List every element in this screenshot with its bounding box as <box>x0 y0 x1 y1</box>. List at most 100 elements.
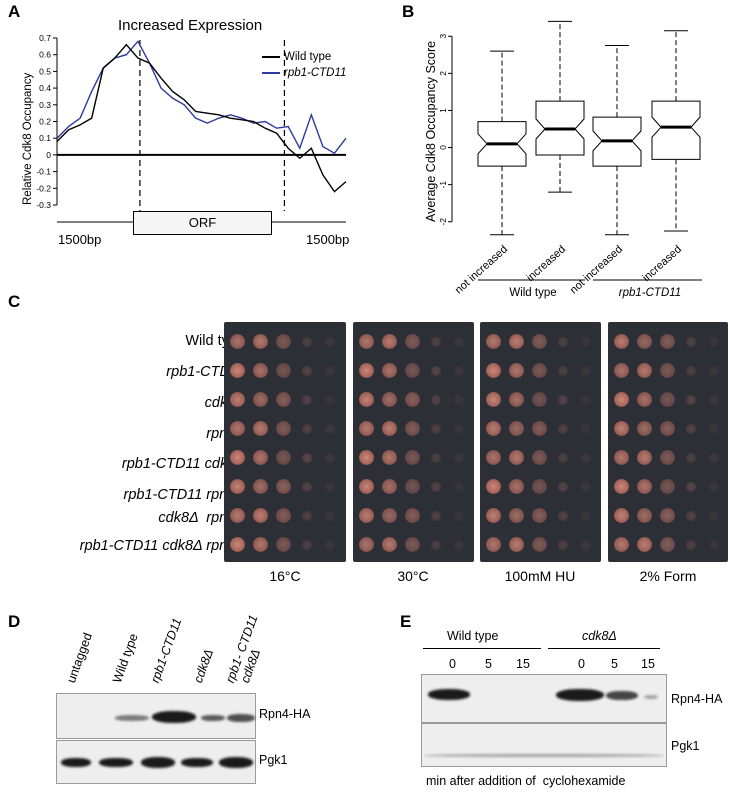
y-tick-label: 0.4 <box>39 83 51 93</box>
plate-30c <box>353 322 474 562</box>
colony-spot <box>532 508 547 523</box>
colony-spot <box>637 334 652 349</box>
panel-e-letter: E <box>400 612 412 631</box>
panel-a-letter: A <box>8 2 21 21</box>
band <box>556 689 604 701</box>
colony-spot <box>509 421 524 436</box>
colony-spot <box>430 481 441 492</box>
colony-spot <box>660 537 675 552</box>
colony-spot <box>637 508 652 523</box>
colony-spot <box>230 479 245 494</box>
y-tick-label: 0.1 <box>39 133 51 143</box>
colony-spot <box>532 363 547 378</box>
timepoint: 0 <box>578 657 585 671</box>
colony-spot <box>509 392 524 407</box>
colony-spot <box>430 394 441 405</box>
colony-spot <box>708 452 719 463</box>
colony-spot <box>708 423 719 434</box>
strain-rpb1-ctd11-cdk8: rpb1-CTD11 cdk8Δ <box>121 456 245 472</box>
colony-spot <box>557 336 568 347</box>
colony-spot <box>685 336 696 347</box>
colony-spot <box>230 363 245 378</box>
colony-spot <box>324 423 335 434</box>
colony-spot <box>253 508 268 523</box>
colony-spot <box>301 510 312 521</box>
band <box>606 691 638 700</box>
band <box>152 711 196 723</box>
plate-100mm-hu <box>480 322 601 562</box>
y-tick-label: -0.2 <box>36 183 51 193</box>
lane-untagged: untagged <box>64 631 95 685</box>
colony-spot <box>685 365 696 376</box>
right-flank-label: 1500bp <box>306 232 350 247</box>
panel-a-line-chart: 0.7 0.6 0.5 0.4 0.3 0.2 0.1 0 -0.1 -0.2 -0.3 <box>36 33 347 223</box>
colony-spot <box>453 510 464 521</box>
colony-spot <box>557 365 568 376</box>
lane-rpb1-ctd11: rpb1-CTD11 <box>148 616 185 685</box>
colony-spot <box>580 336 591 347</box>
condition-2pct-form: 2% Form <box>639 568 697 584</box>
box <box>651 100 701 160</box>
colony-spot <box>708 539 719 550</box>
y-tick-label: 0.2 <box>39 117 51 127</box>
colony-spot <box>532 450 547 465</box>
colony-spot <box>660 508 675 523</box>
colony-spot <box>405 334 420 349</box>
band <box>227 714 255 722</box>
colony-spot <box>359 421 374 436</box>
colony-spot <box>685 452 696 463</box>
blot-e-pgk1 <box>421 723 667 767</box>
blot-e-rpn4 <box>421 674 667 723</box>
colony-spot <box>301 481 312 492</box>
colony-spot <box>532 334 547 349</box>
colony-spot <box>486 363 501 378</box>
band <box>644 695 658 699</box>
y-tick-label: -0.3 <box>36 200 51 210</box>
y-tick-label: 0 <box>46 150 51 160</box>
blot-d-label-pgk1: Pgk1 <box>259 753 288 767</box>
band <box>141 757 175 768</box>
colony-spot <box>557 481 568 492</box>
colony-spot <box>614 537 629 552</box>
colony-spot <box>230 334 245 349</box>
colony-spot <box>430 365 441 376</box>
colony-spot <box>580 423 591 434</box>
colony-spot <box>324 510 335 521</box>
colony-spot <box>253 363 268 378</box>
colony-spot <box>509 450 524 465</box>
colony-spot <box>230 508 245 523</box>
colony-spot <box>509 508 524 523</box>
colony-spot <box>405 450 420 465</box>
panel-d-letter: D <box>8 612 21 631</box>
timepoint: 15 <box>641 657 655 671</box>
timepoint: 5 <box>485 657 492 671</box>
legend-wild-type: Wild type <box>262 51 331 63</box>
colony-spot <box>685 481 696 492</box>
colony-spot <box>430 452 441 463</box>
colony-spot <box>509 363 524 378</box>
band <box>61 758 91 767</box>
colony-spot <box>324 365 335 376</box>
colony-spot <box>685 423 696 434</box>
y-tick-label: -1 <box>438 181 448 189</box>
colony-spot <box>614 392 629 407</box>
colony-spot <box>430 539 441 550</box>
y-tick-label: 0.6 <box>39 50 51 60</box>
legend-rpb1-ctd11: rpb1-CTD11 <box>262 67 346 79</box>
band <box>219 757 253 768</box>
colony-spot <box>486 508 501 523</box>
colony-spot <box>230 450 245 465</box>
series-line-wild-type <box>56 43 347 193</box>
group-label-wild-type: Wild type <box>509 287 557 299</box>
colony-spot <box>509 537 524 552</box>
colony-spot <box>532 537 547 552</box>
colony-spot <box>580 365 591 376</box>
colony-spot <box>532 479 547 494</box>
colony-spot <box>253 450 268 465</box>
lane-cdk8: cdk8Δ <box>191 647 217 685</box>
legend-label-rpb1-ctd11: rpb1-CTD11 <box>284 67 347 79</box>
timepoint: 0 <box>449 657 456 671</box>
legend-swatch-rpb1-ctd11 <box>262 71 280 74</box>
colony-spot <box>230 421 245 436</box>
